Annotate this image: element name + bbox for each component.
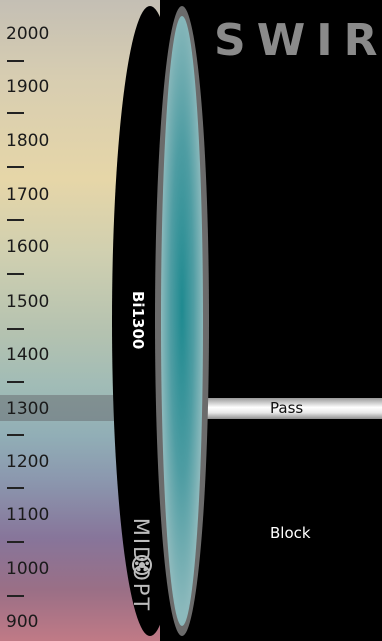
tick-mark [7,60,24,62]
tick-label-1000: 1000 [6,559,50,579]
tick-label-2000: 2000 [6,24,50,44]
tick-label-1200: 1200 [6,452,50,472]
tick-label-1400: 1400 [6,345,50,365]
tick-mark [7,112,24,114]
tick-mark [7,166,24,168]
tick-mark [7,487,24,489]
tick-mark [7,219,24,221]
tick-label-1100: 1100 [6,505,50,525]
brand-logo: MIDOPT [120,505,160,625]
aperture-icon [132,555,152,575]
pass-label: Pass [270,399,304,417]
tick-label-1600: 1600 [6,237,50,257]
tick-label-1500: 1500 [6,292,50,312]
filter-glass [161,16,203,626]
product-label: Bi1300 [126,291,150,350]
tick-label-1900: 1900 [6,77,50,97]
tick-mark [7,595,24,597]
tick-mark [7,273,24,275]
brand-name: MIDOPT [129,517,153,613]
block-label: Block [270,524,311,542]
tick-label-1300: 1300 [6,399,50,419]
tick-label-900: 900 [6,612,39,632]
tick-label-1800: 1800 [6,131,50,151]
tick-mark [7,434,24,436]
product-name: Bi1300 [129,291,147,350]
tick-mark [7,541,24,543]
tick-label-1700: 1700 [6,185,50,205]
page-title: SWIR [214,15,382,66]
tick-mark [7,381,24,383]
tick-mark [7,328,24,330]
